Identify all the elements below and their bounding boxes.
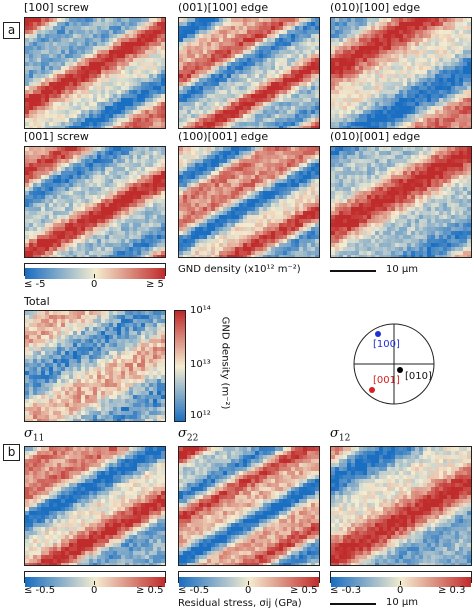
map-010-100-edge bbox=[330, 17, 472, 129]
sigma-11-colorbar bbox=[24, 571, 166, 587]
map-title-100-001-edge: (100)[001] edge bbox=[178, 130, 269, 143]
total-map-title: Total bbox=[24, 295, 50, 308]
sigma-11-title: σ11 bbox=[24, 426, 45, 444]
pole-100-label: [100] bbox=[373, 339, 400, 350]
total-colorbar-tick-mid: 10¹³ bbox=[190, 359, 211, 370]
map-title-001-100-edge: (001)[100] edge bbox=[178, 1, 269, 14]
map-title-010-001-edge: (010)[001] edge bbox=[330, 130, 421, 143]
sigma-22-colorbar bbox=[178, 571, 320, 587]
sigma-12-mid-label: 0 bbox=[397, 585, 404, 596]
total-colorbar bbox=[174, 310, 186, 422]
sigma-11-min-label: ≤ -0.5 bbox=[24, 585, 56, 596]
sigma-12-colorbar bbox=[330, 571, 472, 587]
pole-001-label: [001] bbox=[373, 375, 400, 386]
total-colorbar-title: GND density (m⁻²) bbox=[219, 316, 231, 410]
pole-figure bbox=[353, 323, 435, 405]
map-title-100-screw: [100] screw bbox=[24, 1, 89, 14]
map-100-screw bbox=[24, 17, 166, 129]
scale-bar-a-label: 10 µm bbox=[386, 264, 419, 275]
gnd-colorbar-max-label: ≥ 5 bbox=[146, 279, 164, 290]
sigma-22-mid-label: 0 bbox=[245, 585, 252, 596]
sigma-11-max-label: ≥ 0.5 bbox=[136, 585, 164, 596]
sigma-12-max-label: ≥ 0.3 bbox=[438, 585, 466, 596]
sigma-22-max-label: ≥ 0.5 bbox=[290, 585, 318, 596]
residual-stress-axis-label: Residual stress, σij (GPa) bbox=[178, 598, 302, 609]
gnd-colorbar-min-label: ≤ -5 bbox=[24, 279, 46, 290]
pole-100-dot bbox=[375, 331, 381, 337]
map-title-010-100-edge: (010)[100] edge bbox=[330, 1, 421, 14]
scale-bar-b-label: 10 µm bbox=[386, 597, 419, 608]
gnd-colorbar bbox=[24, 263, 166, 279]
sigma-11-map bbox=[24, 446, 166, 566]
scale-bar-b bbox=[330, 603, 376, 605]
sigma-12-map bbox=[330, 446, 472, 566]
sigma-11-zero-tick bbox=[94, 581, 95, 585]
sigma-22-zero-tick bbox=[248, 581, 249, 585]
sigma-12-min-label: ≤ -0.3 bbox=[330, 585, 362, 596]
gnd-colorbar-mid-label: 0 bbox=[91, 279, 98, 290]
gnd-colorbar-zero-tick bbox=[94, 274, 95, 278]
sigma-11-mid-label: 0 bbox=[91, 585, 98, 596]
gnd-colorbar-title: GND density (x10¹² m⁻²) bbox=[178, 264, 301, 275]
map-001-100-edge bbox=[178, 17, 320, 129]
sigma-22-map bbox=[178, 446, 320, 566]
pole-010-dot bbox=[397, 367, 403, 373]
total-gnd-map bbox=[24, 310, 166, 422]
sigma-22-min-label: ≤ -0.5 bbox=[178, 585, 210, 596]
map-010-001-edge bbox=[330, 146, 472, 258]
total-colorbar-tick-min: 10¹² bbox=[190, 410, 211, 421]
map-title-001-screw: [001] screw bbox=[24, 130, 89, 143]
sigma-22-title: σ22 bbox=[178, 426, 199, 444]
total-colorbar-tick-max: 10¹⁴ bbox=[190, 305, 211, 316]
map-100-001-edge bbox=[178, 146, 320, 258]
panel-label-a: a bbox=[3, 22, 20, 39]
pole-001-dot bbox=[369, 387, 375, 393]
sigma-12-title: σ12 bbox=[330, 426, 351, 444]
pole-010-label: [010] bbox=[405, 371, 432, 382]
sigma-12-zero-tick bbox=[400, 581, 401, 585]
map-001-screw bbox=[24, 146, 166, 258]
panel-label-b: b bbox=[3, 444, 20, 461]
scale-bar-a bbox=[330, 270, 376, 272]
